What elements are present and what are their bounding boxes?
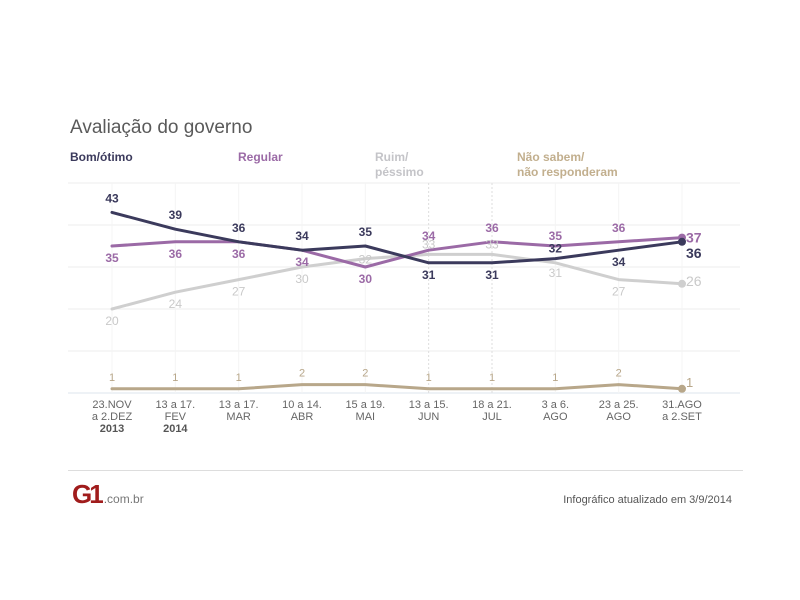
footer-divider: [68, 470, 743, 471]
x-tick-label-line: a 2.SET: [662, 411, 702, 423]
data-label: 20: [105, 314, 119, 328]
legend-regular: Regular: [238, 150, 283, 165]
data-label: 35: [549, 229, 563, 243]
data-label: 30: [359, 272, 373, 286]
x-tick-label-line: FEV: [164, 411, 187, 423]
update-note: Infográfico atualizado em 3/9/2014: [563, 494, 732, 506]
data-label: 33: [485, 237, 499, 251]
x-tick-label: 13 a 17. FEV 2014: [140, 399, 210, 435]
x-tick-label-line: JUL: [482, 411, 502, 423]
x-tick-label: 3 a 6. AGO: [520, 399, 590, 423]
data-label: 34: [295, 229, 309, 243]
x-tick-label-line: 13 a 17.: [155, 399, 196, 411]
x-tick-label: 23 a 25. AGO: [584, 399, 654, 423]
data-label: 31: [422, 268, 436, 282]
legend-ruim-pessimo: Ruim/ péssimo: [375, 150, 424, 180]
data-label: 30: [295, 272, 309, 286]
data-label: 34: [295, 255, 309, 269]
data-label: 1: [109, 372, 115, 384]
series-line: [110, 236, 684, 269]
data-label: 32: [359, 253, 373, 267]
data-label: 36: [232, 247, 246, 261]
legend-label: Ruim/: [375, 150, 409, 164]
x-tick-label-line: MAI: [355, 411, 376, 423]
data-label: 24: [169, 297, 183, 311]
legend-label: péssimo: [375, 165, 424, 179]
data-label: 34: [612, 255, 626, 269]
x-tick-label-line: MAR: [226, 411, 251, 423]
x-tick-label-line: 18 a 21.: [472, 399, 512, 411]
g1-logo-mark: G1: [72, 479, 104, 509]
data-label: 1: [489, 372, 495, 384]
x-tick-label: 31.AGO a 2.SET: [647, 399, 717, 423]
x-tick-label-line: 31.AGO: [662, 399, 702, 411]
legend-label: Não sabem/: [517, 150, 585, 164]
x-tick-label: 13 a 15. JUN: [394, 399, 464, 423]
data-label: 35: [105, 251, 119, 265]
x-tick-label-line: 23.NOV: [92, 399, 132, 411]
data-label: 36: [232, 221, 246, 235]
data-label: 1: [426, 372, 432, 384]
series-line: [110, 210, 684, 265]
x-tick-label: 13 a 17. MAR: [204, 399, 274, 423]
legend-label: Bom/ótimo: [70, 150, 133, 164]
x-tick-label-line: 13 a 15.: [408, 399, 449, 411]
data-label: 2: [362, 368, 368, 380]
x-tick-label-line: 15 a 19.: [345, 399, 386, 411]
x-tick-label: 18 a 21. JUL: [457, 399, 527, 423]
data-label: 36: [612, 221, 626, 235]
g1-logo[interactable]: G1 .com.br: [72, 479, 144, 509]
x-tick-label-line: 23 a 25.: [598, 399, 639, 411]
data-label: 32: [549, 242, 563, 256]
x-tick-label-line: 10 a 14.: [282, 399, 322, 411]
data-label: 1: [552, 372, 558, 384]
chart-title: Avaliação do governo: [70, 117, 253, 138]
x-tick-label-line: AGO: [606, 411, 631, 423]
data-label: 43: [105, 191, 119, 205]
data-label: 36: [686, 245, 702, 261]
x-tick-label-line: JUN: [417, 411, 440, 423]
data-label: 27: [232, 285, 246, 299]
data-label: 1: [686, 375, 693, 390]
series-end-marker: [678, 279, 686, 288]
data-label: 37: [686, 230, 702, 246]
data-label: 39: [169, 208, 183, 222]
x-tick-label-line: a 2.DEZ: [91, 411, 133, 423]
legend-bom-otimo: Bom/ótimo: [70, 150, 133, 165]
series-end-marker: [678, 384, 686, 393]
data-label: 35: [359, 225, 373, 239]
x-tick-label-line: 2013: [99, 423, 125, 435]
x-tick-label-line: ABR: [290, 411, 314, 423]
series-end-marker: [678, 237, 686, 246]
legend-label: Regular: [238, 150, 283, 164]
legend-nao-sabem: Não sabem/ não responderam: [517, 150, 618, 180]
data-label: 1: [236, 372, 242, 384]
legend-label: não responderam: [517, 165, 618, 179]
x-tick-label-line: AGO: [543, 411, 568, 423]
data-label: 27: [612, 285, 626, 299]
data-label: 31: [485, 268, 499, 282]
x-tick-label-line: 13 a 17.: [218, 399, 259, 411]
data-label: 2: [299, 368, 305, 380]
x-tick-label: 23.NOV a 2.DEZ 2013: [77, 399, 147, 435]
x-tick-label: 15 a 19. MAI: [330, 399, 400, 423]
data-label: 36: [169, 247, 183, 261]
data-label: 36: [485, 221, 499, 235]
x-tick-label: 10 a 14. ABR: [267, 399, 337, 423]
data-label: 26: [686, 273, 702, 289]
series-line: [110, 252, 684, 311]
data-label: 1: [172, 372, 178, 384]
series-line: [110, 383, 684, 391]
data-label: 33: [422, 237, 436, 251]
g1-logo-domain: .com.br: [103, 492, 144, 506]
data-label: 31: [549, 266, 563, 280]
x-tick-label-line: 2014: [163, 423, 188, 435]
x-tick-label-line: 3 a 6.: [541, 399, 570, 411]
data-label: 34: [422, 229, 436, 243]
data-label: 2: [616, 368, 622, 380]
